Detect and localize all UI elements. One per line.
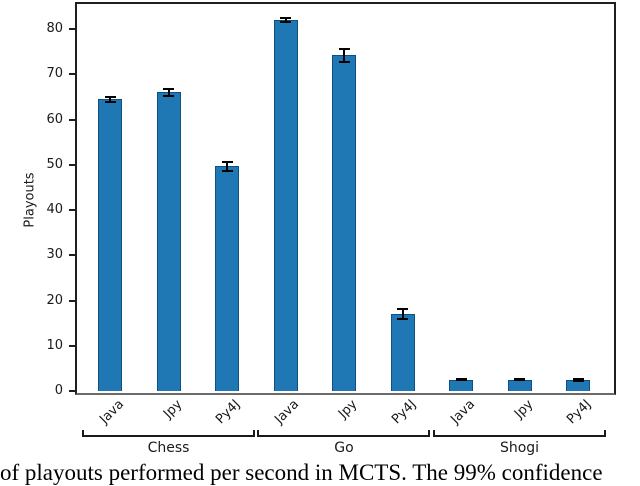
y-tick-mark: [69, 299, 75, 302]
error-bar-cap: [514, 379, 525, 382]
error-bar-cap: [397, 318, 408, 321]
error-bar: [109, 96, 111, 102]
error-bar-cap: [104, 95, 116, 98]
x-tick-label: Jpy: [511, 397, 537, 422]
bar-chess-py4j: [215, 166, 239, 391]
group-label-chess: Chess: [147, 440, 190, 456]
y-tick-mark: [69, 28, 75, 31]
x-tick-label: Java: [96, 397, 127, 428]
error-bar: [401, 309, 404, 320]
bar-go-py4j: [390, 314, 415, 391]
x-tick-label: Jpy: [160, 397, 186, 422]
y-tick-label: 60: [46, 111, 63, 127]
y-tick-mark: [69, 209, 75, 212]
error-bar-cap: [221, 169, 233, 172]
error-bar-cap: [163, 94, 174, 97]
error-bar-cap: [455, 378, 467, 380]
error-bar-cap: [455, 379, 467, 382]
x-tick-label: Java: [447, 397, 478, 428]
group-label-go: Go: [334, 440, 354, 456]
group-bracket-go: [257, 430, 430, 437]
error-bar-cap: [397, 308, 408, 311]
y-tick-mark: [69, 163, 75, 166]
bar-shogi-jpy: [507, 379, 532, 391]
y-tick-label: 0: [54, 383, 63, 398]
x-tick-label: Py4J: [564, 397, 595, 428]
bar-go-jpy: [332, 55, 356, 391]
group-bracket-shogi: [432, 430, 606, 437]
plot-area: [75, 2, 616, 395]
y-tick-label: 50: [46, 156, 63, 172]
error-bar-cap: [104, 100, 116, 103]
y-tick-label: 10: [46, 337, 63, 353]
y-tick-label: 80: [46, 21, 63, 37]
x-tick-label: Py4J: [213, 397, 244, 428]
error-bar-cap: [572, 379, 584, 382]
group-bracket-chess: [81, 430, 255, 437]
error-bar-cap: [338, 60, 350, 63]
figure-caption: of playouts performed per second in MCTS…: [0, 460, 603, 485]
error-bar-cap: [280, 17, 291, 20]
y-tick-label: 20: [46, 292, 63, 308]
bar-chess-java: [98, 99, 122, 391]
x-tick-label: Java: [272, 397, 303, 428]
error-bar-cap: [514, 378, 525, 380]
error-bar-cap: [163, 88, 174, 91]
y-tick-label: 70: [46, 66, 63, 82]
y-tick-mark: [69, 390, 75, 392]
y-tick-mark: [69, 344, 75, 347]
y-tick-mark: [69, 254, 75, 257]
y-tick-label: 40: [46, 202, 63, 218]
bar-shogi-java: [449, 379, 473, 391]
y-tick-mark: [69, 73, 75, 76]
y-tick-label: 30: [46, 247, 63, 263]
bar-chess-jpy: [156, 92, 181, 391]
x-tick-label: Py4J: [388, 397, 420, 428]
error-bar-cap: [572, 378, 584, 381]
y-axis-label: Playouts: [22, 172, 38, 228]
bar-go-java: [273, 20, 298, 391]
y-tick-mark: [69, 118, 75, 121]
error-bar-cap: [221, 160, 233, 163]
group-label-shogi: Shogi: [499, 440, 540, 456]
error-bar: [284, 18, 287, 22]
error-bar: [343, 49, 345, 62]
x-tick-label: Jpy: [336, 397, 361, 422]
error-bar: [167, 89, 170, 96]
error-bar: [226, 161, 228, 171]
error-bar-cap: [338, 48, 350, 51]
error-bar-cap: [280, 20, 291, 23]
